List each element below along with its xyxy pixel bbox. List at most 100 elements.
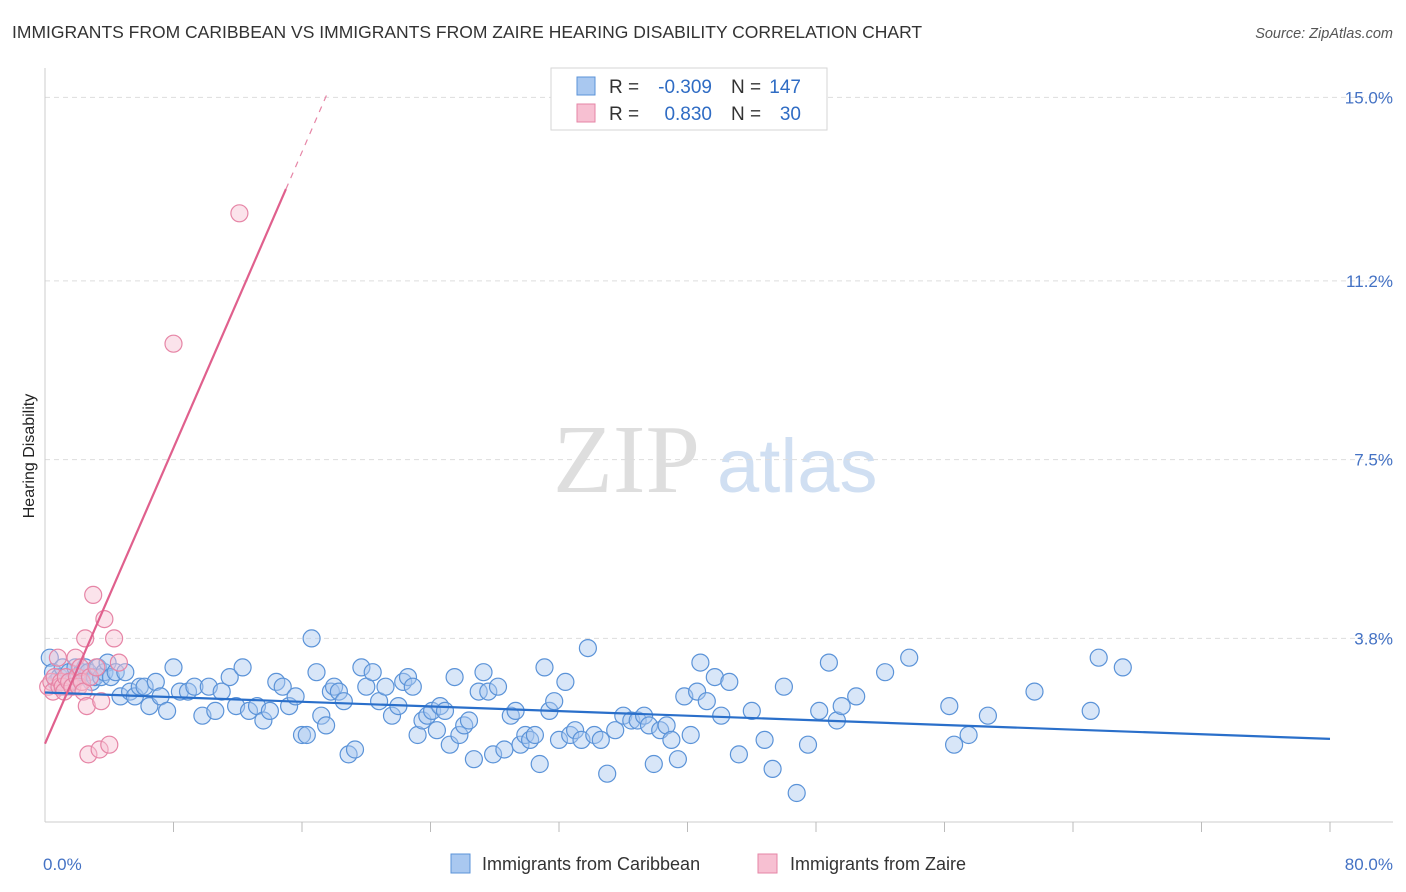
- zaire-point: [90, 740, 109, 759]
- zaire-point: [92, 692, 111, 711]
- caribbean-point: [763, 759, 782, 779]
- caribbean-point: [530, 754, 549, 774]
- zaire-point: [109, 653, 129, 672]
- bottom-legend-label-caribbean: Immigrants from Caribbean: [482, 854, 700, 874]
- caribbean-point: [944, 735, 964, 754]
- caribbean-point: [729, 745, 749, 764]
- caribbean-point: [810, 701, 829, 721]
- legend-r-label-caribbean: R =: [609, 77, 639, 98]
- caribbean-point: [408, 725, 427, 745]
- caribbean-point: [720, 672, 739, 692]
- legend-n-label-zaire: N =: [731, 104, 761, 125]
- caribbean-point: [681, 725, 700, 745]
- zaire-point: [48, 648, 68, 667]
- y-tick-label: 7.5%: [1354, 451, 1393, 470]
- caribbean-point: [774, 677, 794, 696]
- caribbean-point: [1089, 648, 1108, 667]
- caribbean-point: [668, 750, 688, 769]
- caribbean-point: [450, 725, 469, 745]
- caribbean-point: [978, 706, 998, 725]
- legend-swatch-caribbean: [576, 76, 596, 96]
- caribbean-point: [329, 682, 348, 701]
- caribbean-point: [382, 706, 402, 725]
- legend-box: [550, 67, 828, 131]
- zaire-point: [100, 735, 119, 754]
- caribbean-point: [900, 648, 919, 667]
- caribbean-point: [185, 677, 204, 696]
- caribbean-point: [940, 696, 959, 716]
- caribbean-point: [297, 725, 316, 745]
- caribbean-point: [376, 677, 395, 696]
- axis-layer: 3.8% 7.5% 11.2% 15.0%: [44, 68, 1393, 832]
- legend-n-value-caribbean: 147: [769, 77, 801, 98]
- caribbean-point: [116, 663, 135, 682]
- caribbean-point: [697, 692, 716, 711]
- caribbean-point: [565, 721, 585, 740]
- zaire-point: [164, 334, 183, 353]
- caribbean-point: [363, 663, 382, 682]
- zaire-point: [77, 696, 96, 716]
- watermark-atlas: atlas: [717, 424, 878, 509]
- legend-r-value-caribbean: -0.309: [658, 77, 712, 98]
- caribbean-point: [106, 663, 125, 682]
- caribbean-point: [787, 783, 806, 803]
- caribbean-point: [755, 730, 774, 750]
- legend-r-label-zaire: R =: [609, 104, 639, 125]
- caribbean-point: [469, 682, 488, 701]
- caribbean-point: [1025, 682, 1044, 701]
- caribbean-point: [445, 667, 464, 687]
- caribbean-point: [260, 701, 279, 721]
- caribbean-trendline: [44, 691, 1331, 741]
- chart-source: Source: ZipAtlas.com: [1255, 26, 1393, 42]
- caribbean-point: [273, 677, 292, 696]
- caribbean-point: [606, 721, 625, 740]
- caribbean-point: [164, 658, 183, 677]
- caribbean-point: [220, 667, 239, 687]
- caribbean-point: [1113, 658, 1132, 677]
- caribbean-point: [875, 663, 895, 682]
- caribbean-point: [464, 750, 483, 769]
- zaire-point: [230, 204, 249, 223]
- y-tick-label: 11.2%: [1346, 272, 1393, 291]
- caribbean-point: [440, 735, 459, 754]
- caribbean-point: [307, 663, 326, 682]
- caribbean-point: [403, 677, 422, 696]
- caribbean-point: [312, 706, 331, 725]
- chart-title: IMMIGRANTS FROM CARIBBEAN VS IMMIGRANTS …: [12, 22, 922, 42]
- zaire-point: [87, 658, 106, 677]
- caribbean-point: [525, 725, 545, 745]
- x-tick-label-min: 0.0%: [43, 855, 82, 874]
- caribbean-point: [292, 725, 312, 745]
- bottom-legend-swatch-caribbean: [450, 853, 471, 874]
- caribbean-point: [254, 711, 273, 730]
- x-tick-label-max: 80.0%: [1345, 855, 1393, 874]
- caribbean-point: [691, 653, 710, 672]
- y-tick-label: 15.0%: [1345, 88, 1393, 107]
- caribbean-point: [506, 701, 525, 721]
- caribbean-point: [847, 687, 866, 706]
- caribbean-point: [705, 667, 724, 687]
- caribbean-point: [578, 638, 598, 658]
- zaire-point: [104, 629, 124, 648]
- caribbean-point: [549, 730, 569, 750]
- caribbean-point: [798, 735, 818, 754]
- zaire-points: [39, 204, 249, 764]
- caribbean-point: [484, 745, 503, 764]
- caribbean-point: [398, 667, 418, 687]
- regression-lines: [43, 92, 1331, 745]
- caribbean-point: [662, 730, 681, 750]
- caribbean-point: [511, 735, 530, 754]
- caribbean-point: [352, 658, 371, 677]
- bottom-legend-swatch-zaire: [757, 853, 778, 874]
- zaire-trendline-extension: [285, 92, 329, 190]
- caribbean-point: [479, 682, 498, 701]
- caribbean-point: [212, 682, 231, 701]
- caribbean-point: [657, 716, 676, 735]
- zaire-point: [79, 745, 98, 764]
- caribbean-point: [345, 740, 365, 759]
- caribbean-point: [644, 754, 663, 774]
- legend-r-value-zaire: 0.830: [664, 104, 712, 125]
- caribbean-point: [634, 706, 654, 725]
- caribbean-point: [302, 629, 321, 648]
